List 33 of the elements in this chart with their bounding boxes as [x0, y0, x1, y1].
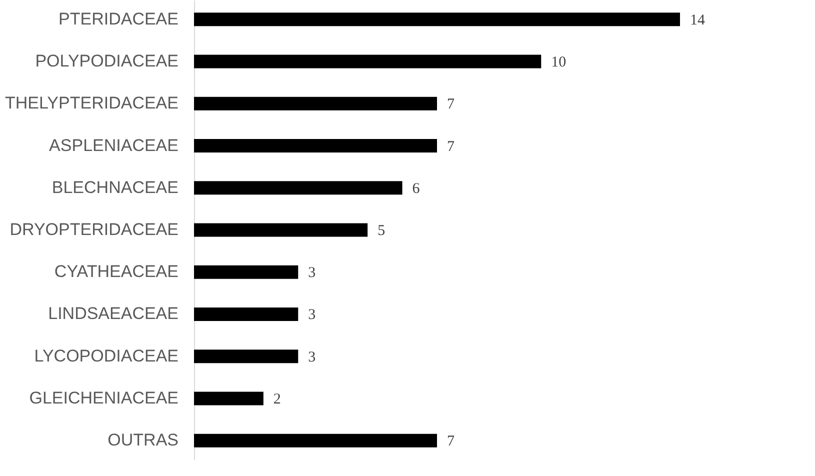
bar: [194, 181, 402, 195]
data-label: 3: [308, 307, 316, 324]
data-label: 6: [412, 180, 420, 197]
y-tick-label: LYCOPODIACEAE: [34, 346, 178, 366]
bar: [194, 12, 680, 26]
bar: [194, 223, 368, 237]
data-label: 2: [273, 392, 281, 408]
bar: [194, 350, 298, 364]
y-tick-label: DRYOPTERIDACEAE: [10, 220, 178, 239]
y-tick-label: ASPLENIACEAE: [49, 136, 178, 155]
y-tick-label: PTERIDACEAE: [58, 9, 178, 28]
data-label: 3: [308, 265, 316, 282]
y-tick-label: BLECHNACEAE: [52, 178, 178, 197]
bar: [194, 96, 437, 110]
bar: [194, 54, 542, 68]
data-label: 5: [378, 223, 386, 239]
bar: [194, 139, 437, 152]
y-tick-label: CYATHEACEAE: [54, 262, 178, 282]
bar: [194, 308, 298, 321]
bar: [194, 265, 298, 279]
data-label: 7: [447, 138, 455, 155]
data-label: 3: [308, 349, 316, 366]
y-tick-label: LINDSAEACEAE: [48, 304, 178, 324]
data-label: 7: [447, 96, 455, 113]
bar: [194, 434, 437, 448]
bar: [194, 392, 264, 406]
y-tick-label: GLEICHENIACEAE: [29, 388, 178, 408]
data-label: 14: [690, 12, 706, 28]
data-label: 10: [551, 54, 566, 70]
y-tick-label: POLYPODIACEAE: [35, 52, 178, 70]
data-label: 7: [447, 434, 455, 450]
y-tick-label: OUTRAS: [108, 430, 178, 450]
y-tick-label: THELYPTERIDACEAE: [4, 94, 178, 113]
